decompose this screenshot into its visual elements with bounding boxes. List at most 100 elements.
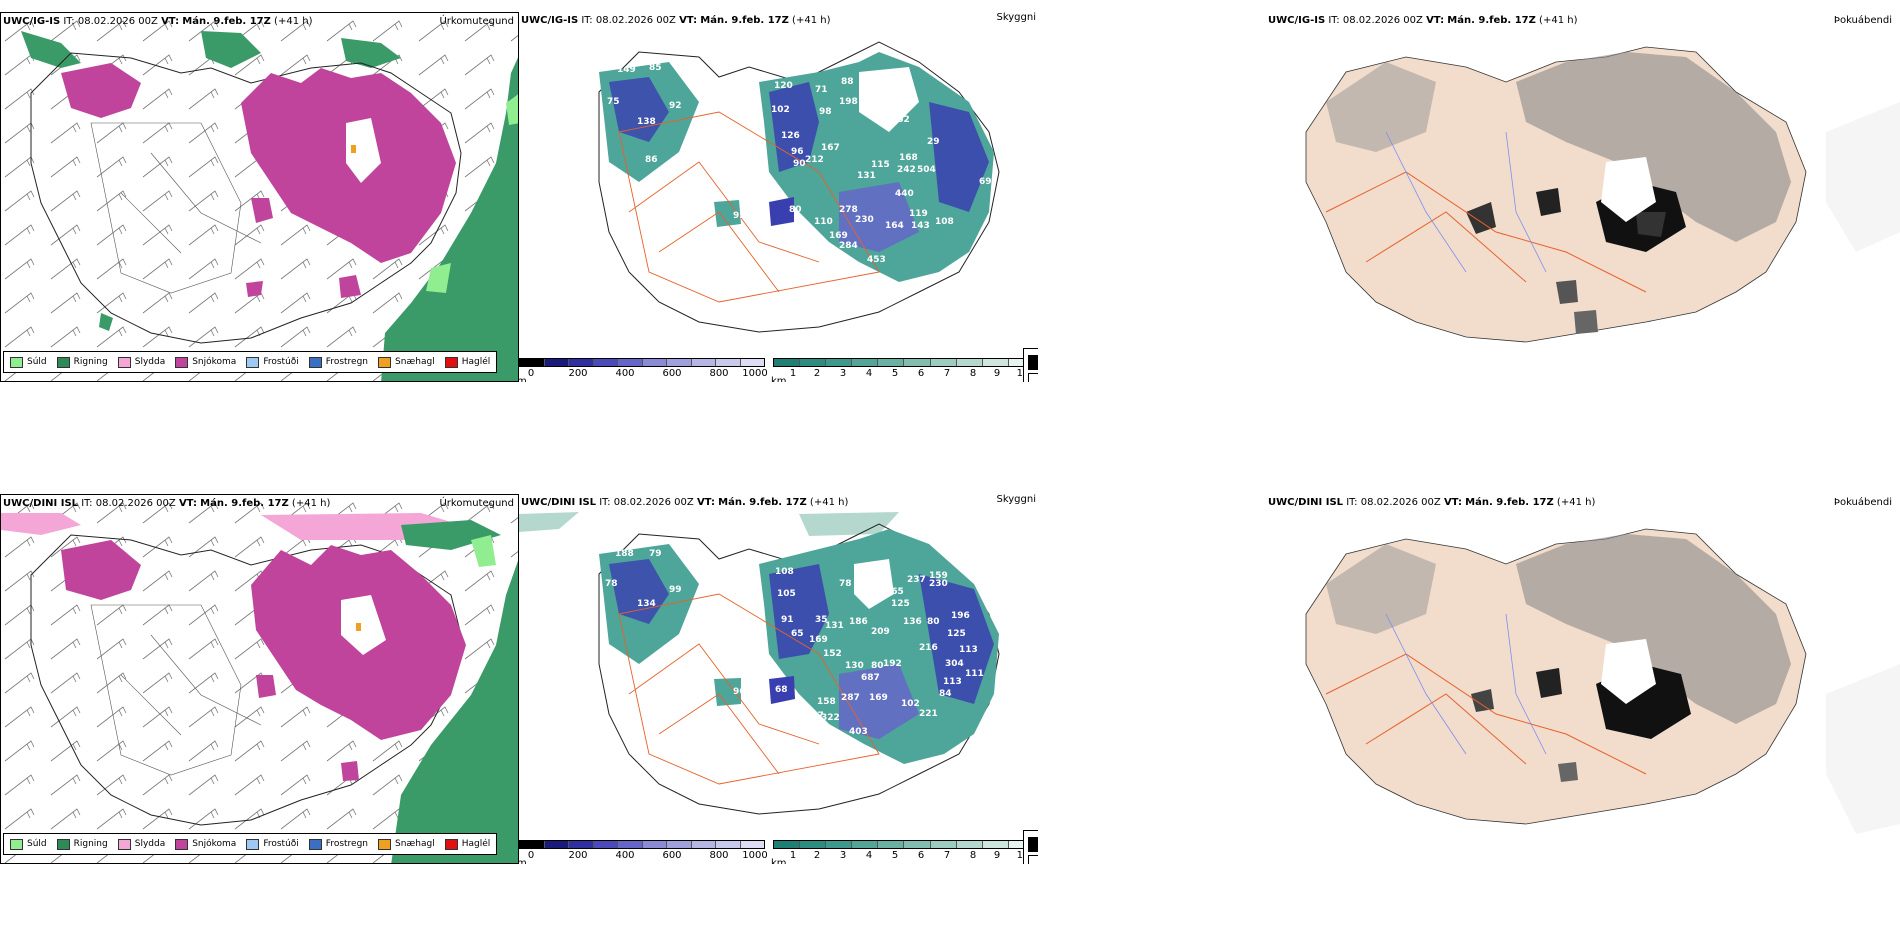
legend-label: Frostregn xyxy=(325,839,369,849)
visibility-tick: 8 xyxy=(969,368,977,379)
legend-label: Snæhagl xyxy=(395,357,435,367)
panel-header: UWC/IG-IS IT: 08.02.2026 00Z VT: Mán. 9.… xyxy=(521,15,830,26)
visibility-unit: km xyxy=(771,858,787,864)
vt-value: Mán. 9.feb. 17Z xyxy=(700,15,789,26)
panel-title: Skyggni xyxy=(996,494,1036,505)
visibility-colorbar: km 1 2 3 4 5 6 7 8 9 10 xyxy=(771,358,1035,382)
panel-header: UWC/IG-IS IT: 08.02.2026 00Z VT: Mán. 9.… xyxy=(3,16,312,27)
visibility-tick: 4 xyxy=(865,850,873,861)
ceiling-label: 119 xyxy=(909,209,928,219)
ceiling-tick: 400 xyxy=(615,368,635,379)
legend-label: Rigning xyxy=(73,357,108,367)
ceiling-label: 230 xyxy=(929,579,948,589)
fog-index-map xyxy=(1305,46,1900,343)
vt-label: VT: xyxy=(178,498,197,509)
legend-swatch xyxy=(308,838,322,850)
lead-time: (+41 h) xyxy=(291,498,331,509)
ceiling-label: 108 xyxy=(935,217,954,227)
legend-label: Haglél xyxy=(461,839,491,849)
ceiling-label: 169 xyxy=(869,693,888,703)
ceiling-label: 216 xyxy=(919,643,938,653)
ceiling-label: 98 xyxy=(819,107,832,117)
ceiling-label: 322 xyxy=(821,713,840,723)
legend-label: Rigning xyxy=(73,839,108,849)
ceiling-label: 85 xyxy=(649,63,662,73)
ceiling-label: 65 xyxy=(791,629,804,639)
ceiling-label: 84 xyxy=(939,689,952,699)
ceiling-label: 198 xyxy=(839,97,858,107)
legend-label: Snjókoma xyxy=(192,357,237,367)
panel-title: Úrkomutegund xyxy=(439,16,514,27)
ceiling-label: 120 xyxy=(774,81,793,91)
model-name: UWC/IG-IS xyxy=(3,16,61,27)
ceiling-label: 230 xyxy=(855,215,874,225)
ceiling-unit: m xyxy=(519,376,527,382)
visibility-tick: 2 xyxy=(813,850,821,861)
ceiling-label: 134 xyxy=(637,599,656,609)
fog-index-legend: 0 60 xyxy=(1023,830,1038,864)
vt-label: VT: xyxy=(1426,15,1445,26)
ceiling-label: 138 xyxy=(637,117,656,127)
ceiling-colorbar: m 0 200 400 600 800 1000 xyxy=(519,358,768,382)
ceiling-tick: 600 xyxy=(662,850,682,861)
ceiling-label: 91 xyxy=(781,615,794,625)
ceiling-label: 96 xyxy=(791,147,804,157)
ceiling-label: 113 xyxy=(943,677,962,687)
fog-swatch xyxy=(1028,372,1038,382)
fog-legend-item: 60 xyxy=(1028,853,1038,864)
ceiling-colorbar-ticks: m 0 200 400 600 800 1000 xyxy=(519,367,768,382)
vt-value: Mán. 9.feb. 17Z xyxy=(1447,15,1536,26)
it-value: 08.02.2026 00Z xyxy=(95,498,176,509)
ceiling-label: 221 xyxy=(919,709,938,719)
ceiling-label: 143 xyxy=(911,221,930,231)
ceiling-label: 167 xyxy=(821,143,840,153)
ceiling-label: 86 xyxy=(645,155,658,165)
fog-index-panel-bottom: UWC/DINI ISL IT: 08.02.2026 00Z VT: Mán.… xyxy=(1266,494,1900,864)
ceiling-label: 75 xyxy=(607,97,620,107)
ceiling-label: 105 xyxy=(777,589,796,599)
visibility-colorbar-bar xyxy=(773,358,1035,367)
ceiling-label: 117 xyxy=(805,711,824,721)
fog-legend-item: 60 xyxy=(1028,371,1038,382)
panel-title: Skyggni xyxy=(996,12,1036,23)
ceiling-label: 78 xyxy=(839,579,852,589)
fog-swatch xyxy=(1028,354,1038,370)
legend-item: Rigning xyxy=(56,356,108,368)
legend-swatch xyxy=(246,838,260,850)
ceiling-label: 113 xyxy=(959,645,978,655)
visibility-tick: 6 xyxy=(917,368,925,379)
vt-value: Mán. 9.feb. 17Z xyxy=(182,16,271,27)
ceiling-colorbar-bar xyxy=(519,840,765,849)
panel-header: UWC/DINI ISL IT: 08.02.2026 00Z VT: Mán.… xyxy=(1268,497,1595,508)
ceiling-label: 162 xyxy=(891,115,910,125)
ceiling-label: 403 xyxy=(849,727,868,737)
it-label: IT: xyxy=(81,498,93,509)
visibility-colorbar: km 1 2 3 4 5 6 7 8 9 10 xyxy=(771,840,1035,864)
visibility-tick: 4 xyxy=(865,368,873,379)
ceiling-label: 99 xyxy=(669,585,682,595)
legend-swatch xyxy=(10,838,23,850)
ceiling-label: 192 xyxy=(883,659,902,669)
ceiling-label: 209 xyxy=(871,627,890,637)
ceiling-label: 440 xyxy=(895,189,914,199)
ceiling-label: 164 xyxy=(885,221,904,231)
ceiling-label: 212 xyxy=(805,155,824,165)
fog-legend-item: 0 xyxy=(1028,353,1038,371)
legend-label: Súld xyxy=(27,357,47,367)
ceiling-label: 96 xyxy=(733,687,746,697)
legend-label: Frostregn xyxy=(325,357,369,367)
ceiling-label: 186 xyxy=(849,617,868,627)
legend-item: Haglél xyxy=(444,356,490,368)
visibility-tick: 3 xyxy=(839,368,847,379)
ceiling-labels: 149 85 75 138 92 86 120 102 126 96 90 98… xyxy=(607,63,992,265)
vt-value: Mán. 9.feb. 17Z xyxy=(200,498,289,509)
ceiling-label: 115 xyxy=(871,160,890,170)
ceiling-label: 304 xyxy=(945,659,964,669)
legend-swatch xyxy=(444,356,458,368)
visibility-colorbar-ticks: km 1 2 3 4 5 6 7 8 9 10 xyxy=(771,367,1035,382)
ceiling-colorbar: m 0 200 400 600 800 1000 xyxy=(519,840,768,864)
legend-swatch xyxy=(56,356,70,368)
fog-index-panel-top: UWC/IG-IS IT: 08.02.2026 00Z VT: Mán. 9.… xyxy=(1266,12,1900,382)
visibility-tick: 1 xyxy=(789,850,797,861)
legend-label: Frostúði xyxy=(263,357,299,367)
